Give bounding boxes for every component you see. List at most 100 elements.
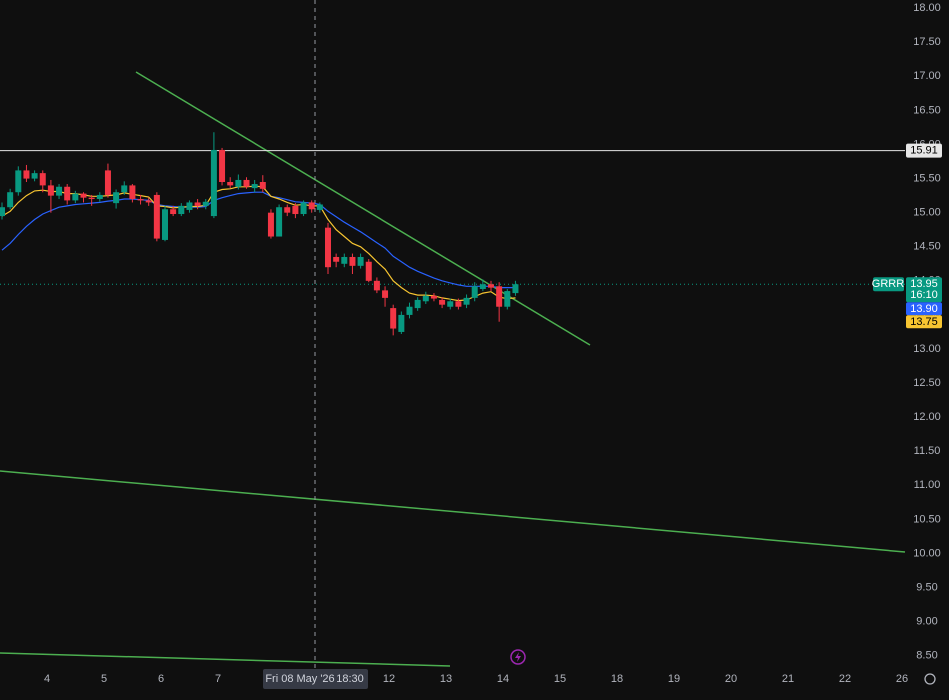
event-icon-bolt bbox=[515, 652, 521, 662]
x-tick-label: 26 bbox=[896, 673, 908, 685]
candle-body bbox=[349, 256, 356, 266]
candle-body bbox=[504, 291, 511, 307]
moving-average bbox=[1, 185, 516, 302]
candle-body bbox=[7, 192, 14, 208]
candle-body bbox=[488, 284, 494, 288]
ma-label: 13.75 bbox=[910, 316, 938, 328]
y-tick-label: 11.50 bbox=[914, 445, 941, 457]
last-price-label: 13.95 bbox=[910, 278, 938, 290]
x-tick-label: 6 bbox=[158, 673, 164, 685]
price-line-badge bbox=[906, 143, 942, 158]
candle-body bbox=[145, 200, 152, 203]
y-tick-label: 13.00 bbox=[913, 343, 941, 355]
candle-body bbox=[64, 186, 71, 201]
countdown-label: 16:10 bbox=[910, 289, 938, 301]
candle-body bbox=[398, 314, 405, 332]
candle-body bbox=[365, 261, 372, 281]
crosshair-date: Fri 08 May '26 bbox=[265, 673, 334, 685]
trend-line bbox=[0, 470, 906, 553]
y-tick-label: 17.50 bbox=[913, 36, 941, 48]
ma-badge bbox=[906, 315, 942, 329]
candle-body bbox=[267, 212, 274, 237]
x-tick-label: 20 bbox=[725, 673, 737, 685]
candle-body bbox=[512, 284, 519, 294]
candle-body bbox=[178, 205, 185, 215]
y-tick-label: 12.50 bbox=[913, 377, 941, 389]
y-tick-label: 8.50 bbox=[916, 650, 937, 662]
y-tick-label: 10.50 bbox=[913, 513, 941, 525]
trend-line bbox=[135, 71, 591, 346]
y-tick-label: 10.00 bbox=[913, 547, 941, 559]
candle-body bbox=[496, 286, 503, 307]
candle-body bbox=[284, 207, 291, 213]
candle-body bbox=[259, 181, 266, 189]
candle-body bbox=[243, 179, 250, 187]
candle-body bbox=[333, 256, 340, 262]
candle-body bbox=[292, 205, 299, 215]
crosshair-label-box bbox=[263, 669, 368, 689]
candle-body bbox=[430, 295, 437, 299]
trend-line bbox=[0, 652, 451, 667]
candle-body bbox=[39, 173, 46, 186]
candle-body bbox=[308, 202, 315, 210]
candle-body bbox=[373, 280, 380, 291]
ma-badge bbox=[906, 302, 942, 316]
candle-body bbox=[121, 185, 128, 193]
x-tick-label: 22 bbox=[839, 673, 851, 685]
y-tick-label: 15.50 bbox=[913, 172, 941, 184]
x-tick-label: 4 bbox=[44, 673, 50, 685]
event-icon[interactable] bbox=[510, 649, 526, 665]
candle-body bbox=[471, 286, 478, 298]
ma-label: 13.90 bbox=[910, 303, 938, 315]
candle-body bbox=[186, 202, 193, 210]
candle-body bbox=[96, 194, 103, 200]
candle-body bbox=[153, 194, 160, 239]
candle-body bbox=[439, 299, 446, 305]
x-tick-label: 21 bbox=[782, 673, 794, 685]
candle-body bbox=[479, 284, 486, 290]
x-tick-label: 18 bbox=[611, 673, 623, 685]
y-tick-label: 9.50 bbox=[916, 581, 937, 593]
x-tick-label: 14 bbox=[497, 673, 509, 685]
candle-body bbox=[382, 290, 389, 298]
candle-body bbox=[300, 202, 307, 215]
candle-body bbox=[0, 207, 5, 217]
crosshair-time: 18:30 bbox=[336, 673, 364, 685]
plot bbox=[0, 132, 905, 336]
y-tick-label: 12.00 bbox=[913, 411, 941, 423]
price-line-label: 15.91 bbox=[910, 145, 938, 157]
symbol-label: GRRR bbox=[872, 278, 904, 290]
y-tick-label: 18.00 bbox=[913, 2, 941, 14]
x-tick-label: 7 bbox=[215, 673, 221, 685]
candle-body bbox=[316, 204, 323, 210]
candle-body bbox=[47, 185, 54, 196]
candle-body bbox=[422, 295, 429, 302]
candle-body bbox=[276, 207, 283, 237]
y-tick-label: 15.00 bbox=[913, 207, 941, 219]
candle-body bbox=[406, 306, 413, 315]
y-tick-label: 9.00 bbox=[916, 616, 937, 628]
candle-body bbox=[56, 186, 63, 196]
candle-body bbox=[194, 202, 201, 206]
candle-body bbox=[104, 170, 111, 195]
settings-button[interactable] bbox=[924, 673, 936, 685]
x-tick-label: 19 bbox=[668, 673, 680, 685]
symbol-badge bbox=[873, 277, 904, 292]
candle-body bbox=[72, 193, 79, 201]
moving-average bbox=[1, 191, 516, 289]
y-tick-label: 16.50 bbox=[913, 104, 941, 116]
candle-body bbox=[463, 297, 470, 305]
candle-body bbox=[447, 301, 454, 307]
candle-body bbox=[31, 173, 38, 179]
last-price-badge bbox=[906, 277, 942, 303]
y-tick-label: 14.50 bbox=[913, 241, 941, 253]
candle-body bbox=[15, 170, 22, 193]
candle-body bbox=[137, 199, 144, 201]
candle-body bbox=[113, 192, 120, 204]
candle-body bbox=[210, 149, 217, 217]
candle-body bbox=[219, 149, 226, 182]
candle-body bbox=[455, 301, 462, 307]
